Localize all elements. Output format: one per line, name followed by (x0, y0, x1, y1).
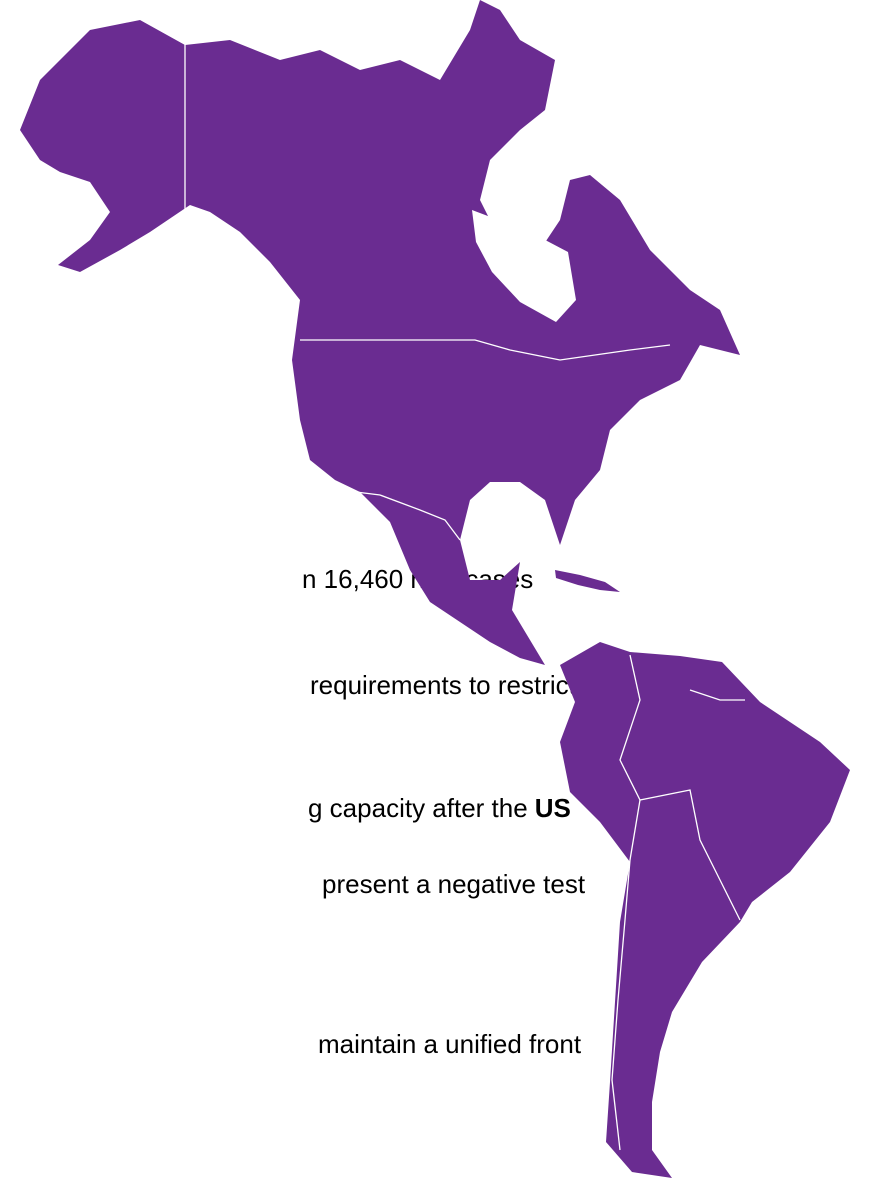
south-america (560, 642, 850, 1178)
page: {"text_lines": [ {"text": "xygen"}, {"te… (0, 0, 874, 1184)
caribbean-islands (555, 570, 620, 592)
slide: xygenhaveients to treat.n 16,460 new cas… (0, 0, 874, 1184)
text-line: maintain a unified front (318, 1029, 582, 1059)
text-span: requirements to restrict (310, 670, 577, 700)
text-span: g capacity after the (308, 793, 528, 823)
text-span: maintain a unified front (318, 1029, 582, 1059)
americas-map (20, 0, 850, 1178)
text-line: requirements to restrict (310, 670, 577, 700)
bold-span: US (535, 793, 571, 823)
text-span: present a negative test (322, 869, 586, 899)
text-line: present a negative test (322, 869, 586, 899)
